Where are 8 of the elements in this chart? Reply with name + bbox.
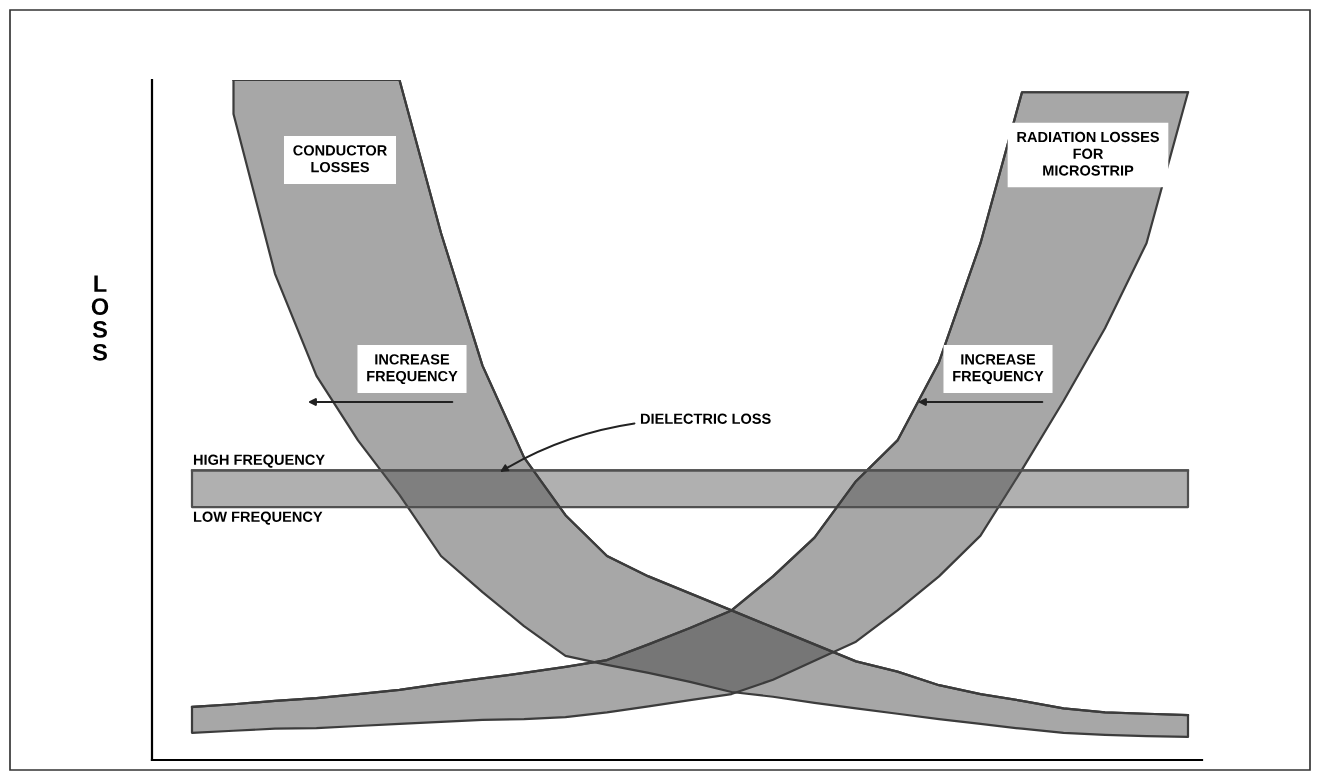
annotation: LOW FREQUENCY xyxy=(193,511,323,525)
text: CONDUCTOR LOSSES xyxy=(293,145,387,173)
y-axis-title: LOSS xyxy=(91,275,109,361)
annotation: HIGH FREQUENCY xyxy=(193,454,325,468)
annotation: INCREASE FREQUENCY xyxy=(367,354,458,385)
series-label: RADIATION LOSSES FOR MICROSTRIP xyxy=(1017,131,1159,176)
text: DIELECTRIC LOSS xyxy=(640,413,771,424)
annotation: INCREASE FREQUENCY xyxy=(953,354,1044,385)
